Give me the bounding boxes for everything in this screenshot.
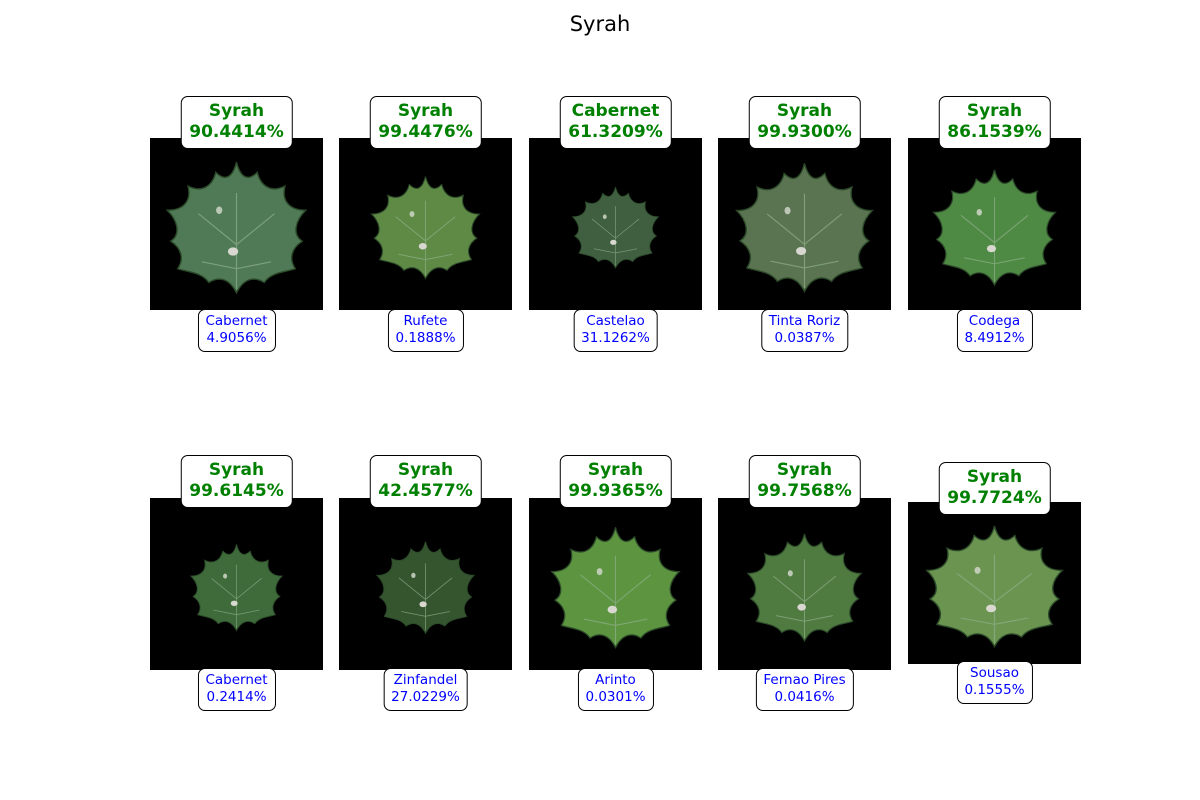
second-prediction-class: Sousao — [970, 665, 1019, 681]
leaf-image — [718, 498, 891, 670]
top-prediction-class: Syrah — [776, 101, 833, 121]
top-prediction-label: Syrah 42.4577% — [369, 455, 482, 508]
top-prediction-class: Syrah — [208, 460, 265, 480]
leaf-image — [908, 138, 1081, 310]
leaf-image — [339, 138, 512, 310]
figure-title: Syrah — [569, 12, 631, 36]
second-prediction-percent: 4.9056% — [206, 330, 267, 346]
second-prediction-class: Rufete — [403, 313, 448, 329]
second-prediction-label: Codega 8.4912% — [956, 309, 1033, 352]
second-prediction-class: Fernao Pires — [763, 672, 846, 688]
leaf-image — [150, 498, 323, 670]
leaf-image — [529, 138, 702, 310]
top-prediction-percent: 99.7568% — [757, 481, 852, 501]
leaf-image — [339, 498, 512, 670]
top-prediction-percent: 99.7724% — [947, 488, 1042, 508]
top-prediction-class: Syrah — [966, 467, 1023, 487]
second-prediction-percent: 8.4912% — [964, 330, 1025, 346]
top-prediction-label: Syrah 99.4476% — [369, 96, 482, 149]
top-prediction-percent: 90.4414% — [189, 122, 284, 142]
top-prediction-class: Syrah — [966, 101, 1023, 121]
second-prediction-percent: 0.1555% — [964, 682, 1025, 698]
second-prediction-label: Cabernet 0.2414% — [197, 668, 276, 711]
top-prediction-label: Syrah 99.9365% — [559, 455, 672, 508]
top-prediction-label: Syrah 86.1539% — [938, 96, 1051, 149]
second-prediction-class: Zinfandel — [393, 672, 458, 688]
leaf-image — [529, 498, 702, 670]
top-prediction-percent: 99.6145% — [189, 481, 284, 501]
second-prediction-class: Castelao — [586, 313, 645, 329]
second-prediction-percent: 31.1262% — [581, 330, 650, 346]
second-prediction-percent: 27.0229% — [391, 689, 460, 705]
top-prediction-label: Syrah 99.6145% — [180, 455, 293, 508]
second-prediction-label: Cabernet 4.9056% — [197, 309, 276, 352]
second-prediction-label: Arinto 0.0301% — [577, 668, 654, 711]
top-prediction-percent: 86.1539% — [947, 122, 1042, 142]
second-prediction-label: Fernao Pires 0.0416% — [755, 668, 854, 711]
top-prediction-label: Syrah 99.9300% — [748, 96, 861, 149]
second-prediction-label: Rufete 0.1888% — [387, 309, 464, 352]
top-prediction-label: Syrah 99.7568% — [748, 455, 861, 508]
top-prediction-class: Syrah — [587, 460, 644, 480]
leaf-image — [718, 138, 891, 310]
leaf-image — [908, 502, 1081, 664]
top-prediction-class: Syrah — [397, 460, 454, 480]
top-prediction-percent: 61.3209% — [568, 122, 663, 142]
top-prediction-label: Syrah 90.4414% — [180, 96, 293, 149]
second-prediction-label: Sousao 0.1555% — [956, 661, 1033, 704]
top-prediction-class: Cabernet — [571, 101, 660, 121]
second-prediction-class: Arinto — [595, 672, 636, 688]
second-prediction-percent: 0.0301% — [585, 689, 646, 705]
leaf-image — [150, 138, 323, 310]
second-prediction-label: Tinta Roriz 0.0387% — [760, 309, 849, 352]
top-prediction-percent: 99.4476% — [378, 122, 473, 142]
second-prediction-class: Cabernet — [205, 313, 268, 329]
top-prediction-class: Syrah — [208, 101, 265, 121]
top-prediction-percent: 42.4577% — [378, 481, 473, 501]
top-prediction-class: Syrah — [776, 460, 833, 480]
top-prediction-label: Cabernet 61.3209% — [559, 96, 672, 149]
second-prediction-percent: 0.1888% — [395, 330, 456, 346]
top-prediction-percent: 99.9300% — [757, 122, 852, 142]
second-prediction-percent: 0.0387% — [774, 330, 835, 346]
second-prediction-class: Codega — [968, 313, 1021, 329]
second-prediction-class: Cabernet — [205, 672, 268, 688]
second-prediction-class: Tinta Roriz — [768, 313, 841, 329]
top-prediction-percent: 99.9365% — [568, 481, 663, 501]
second-prediction-label: Zinfandel 27.0229% — [383, 668, 468, 711]
top-prediction-label: Syrah 99.7724% — [938, 462, 1051, 515]
top-prediction-class: Syrah — [397, 101, 454, 121]
second-prediction-label: Castelao 31.1262% — [573, 309, 658, 352]
second-prediction-percent: 0.0416% — [774, 689, 835, 705]
second-prediction-percent: 0.2414% — [206, 689, 267, 705]
